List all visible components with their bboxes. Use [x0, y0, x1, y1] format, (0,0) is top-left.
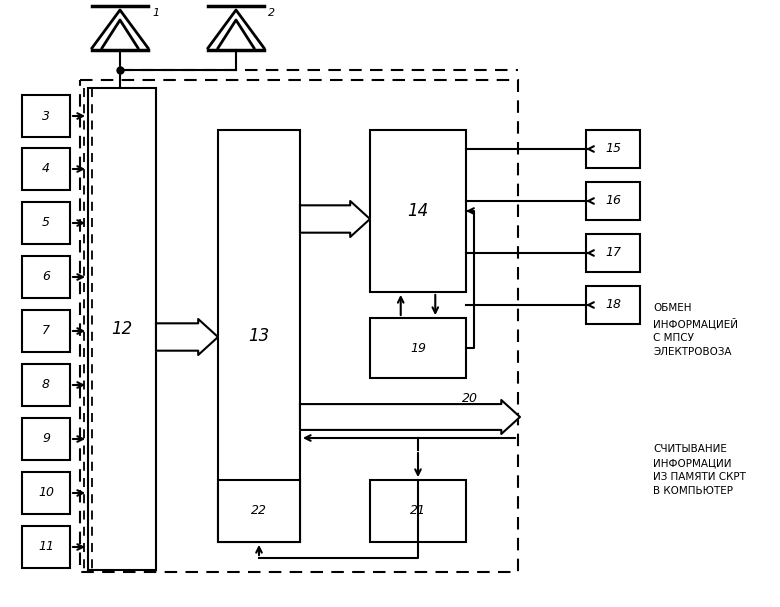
Polygon shape [300, 400, 520, 434]
Text: 21: 21 [410, 504, 426, 518]
Bar [370, 130, 466, 292]
Bar [22, 364, 70, 406]
Text: СЧИТЫВАНИЕ
ИНФОРМАЦИИ
ИЗ ПАМЯТИ СКРТ
В КОМПЬЮТЕР: СЧИТЫВАНИЕ ИНФОРМАЦИИ ИЗ ПАМЯТИ СКРТ В К… [653, 444, 746, 496]
Bar [370, 480, 466, 542]
Text: 7: 7 [42, 325, 50, 337]
Text: 19: 19 [410, 342, 426, 354]
Text: 4: 4 [42, 163, 50, 175]
Bar [218, 130, 300, 542]
Text: 20: 20 [462, 392, 478, 404]
Text: 2: 2 [268, 8, 275, 18]
Text: 6: 6 [42, 271, 50, 283]
Polygon shape [300, 201, 370, 237]
Text: 5: 5 [42, 217, 50, 229]
Bar [586, 286, 640, 324]
Bar [586, 234, 640, 272]
Bar [586, 182, 640, 220]
Bar [22, 472, 70, 514]
Text: 17: 17 [605, 246, 621, 260]
Text: 8: 8 [42, 379, 50, 392]
Text: 11: 11 [38, 540, 54, 554]
Text: 15: 15 [605, 143, 621, 155]
Bar [22, 310, 70, 352]
Bar [22, 95, 70, 137]
Bar [22, 256, 70, 298]
Text: 12: 12 [112, 320, 133, 338]
Text: 14: 14 [407, 202, 429, 220]
Text: 18: 18 [605, 299, 621, 311]
Text: 22: 22 [251, 504, 267, 518]
Text: 3: 3 [42, 109, 50, 123]
Text: 16: 16 [605, 194, 621, 208]
Text: 13: 13 [248, 327, 270, 345]
Text: ОБМЕН
ИНФОРМАЦИЕЙ
С МПСУ
ЭЛЕКТРОВОЗА: ОБМЕН ИНФОРМАЦИЕЙ С МПСУ ЭЛЕКТРОВОЗА [653, 303, 738, 358]
Text: 10: 10 [38, 486, 54, 500]
Polygon shape [156, 319, 218, 355]
Bar [218, 480, 300, 542]
Bar [370, 318, 466, 378]
Bar [22, 418, 70, 460]
Bar [22, 526, 70, 568]
Bar [22, 202, 70, 244]
Bar [80, 80, 518, 572]
Text: 1: 1 [152, 8, 159, 18]
Bar [22, 148, 70, 190]
Text: 9: 9 [42, 433, 50, 446]
Bar [88, 88, 156, 570]
Bar [586, 130, 640, 168]
